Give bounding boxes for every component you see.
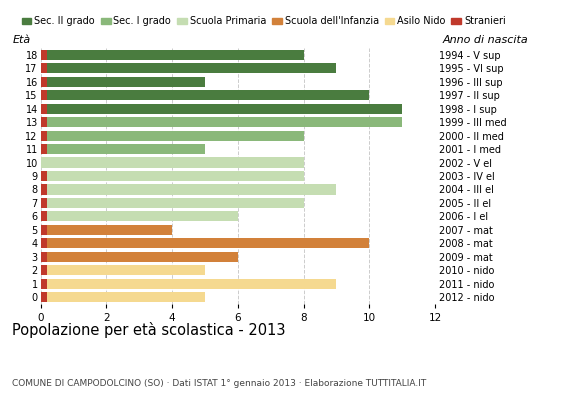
Bar (41, 198, 303, 208)
Bar (41, 63, 47, 73)
Bar (41, 252, 238, 262)
Bar (41, 117, 402, 127)
Bar (41, 211, 238, 222)
Text: COMUNE DI CAMPODOLCINO (SO) · Dati ISTAT 1° gennaio 2013 · Elaborazione TUTTITAL: COMUNE DI CAMPODOLCINO (SO) · Dati ISTAT… (12, 379, 426, 388)
Bar (41, 292, 205, 302)
Bar (41, 158, 303, 168)
Bar (41, 225, 172, 235)
Bar (41, 279, 336, 289)
Bar (41, 130, 303, 141)
Bar (41, 144, 205, 154)
Bar (41, 117, 47, 127)
Bar (41, 238, 47, 248)
Bar (41, 171, 47, 181)
Bar (41, 238, 369, 248)
Bar (41, 104, 47, 114)
Bar (41, 50, 303, 60)
Bar (41, 90, 369, 100)
Text: Popolazione per età scolastica - 2013: Popolazione per età scolastica - 2013 (12, 322, 285, 338)
Bar (41, 211, 47, 222)
Bar (41, 90, 47, 100)
Text: Età: Età (13, 36, 31, 46)
Bar (41, 50, 47, 60)
Bar (41, 184, 47, 194)
Bar (41, 171, 303, 181)
Bar (41, 63, 336, 73)
Text: Anno di nascita: Anno di nascita (443, 36, 528, 46)
Bar (41, 279, 47, 289)
Bar (41, 265, 205, 275)
Bar (41, 198, 47, 208)
Bar (41, 225, 47, 235)
Bar (41, 144, 47, 154)
Bar (41, 104, 402, 114)
Bar (41, 77, 205, 87)
Bar (41, 184, 336, 194)
Bar (41, 77, 47, 87)
Bar (41, 292, 47, 302)
Legend: Sec. II grado, Sec. I grado, Scuola Primaria, Scuola dell'Infanzia, Asilo Nido, : Sec. II grado, Sec. I grado, Scuola Prim… (18, 12, 510, 30)
Bar (41, 265, 47, 275)
Bar (41, 130, 47, 141)
Bar (41, 252, 47, 262)
